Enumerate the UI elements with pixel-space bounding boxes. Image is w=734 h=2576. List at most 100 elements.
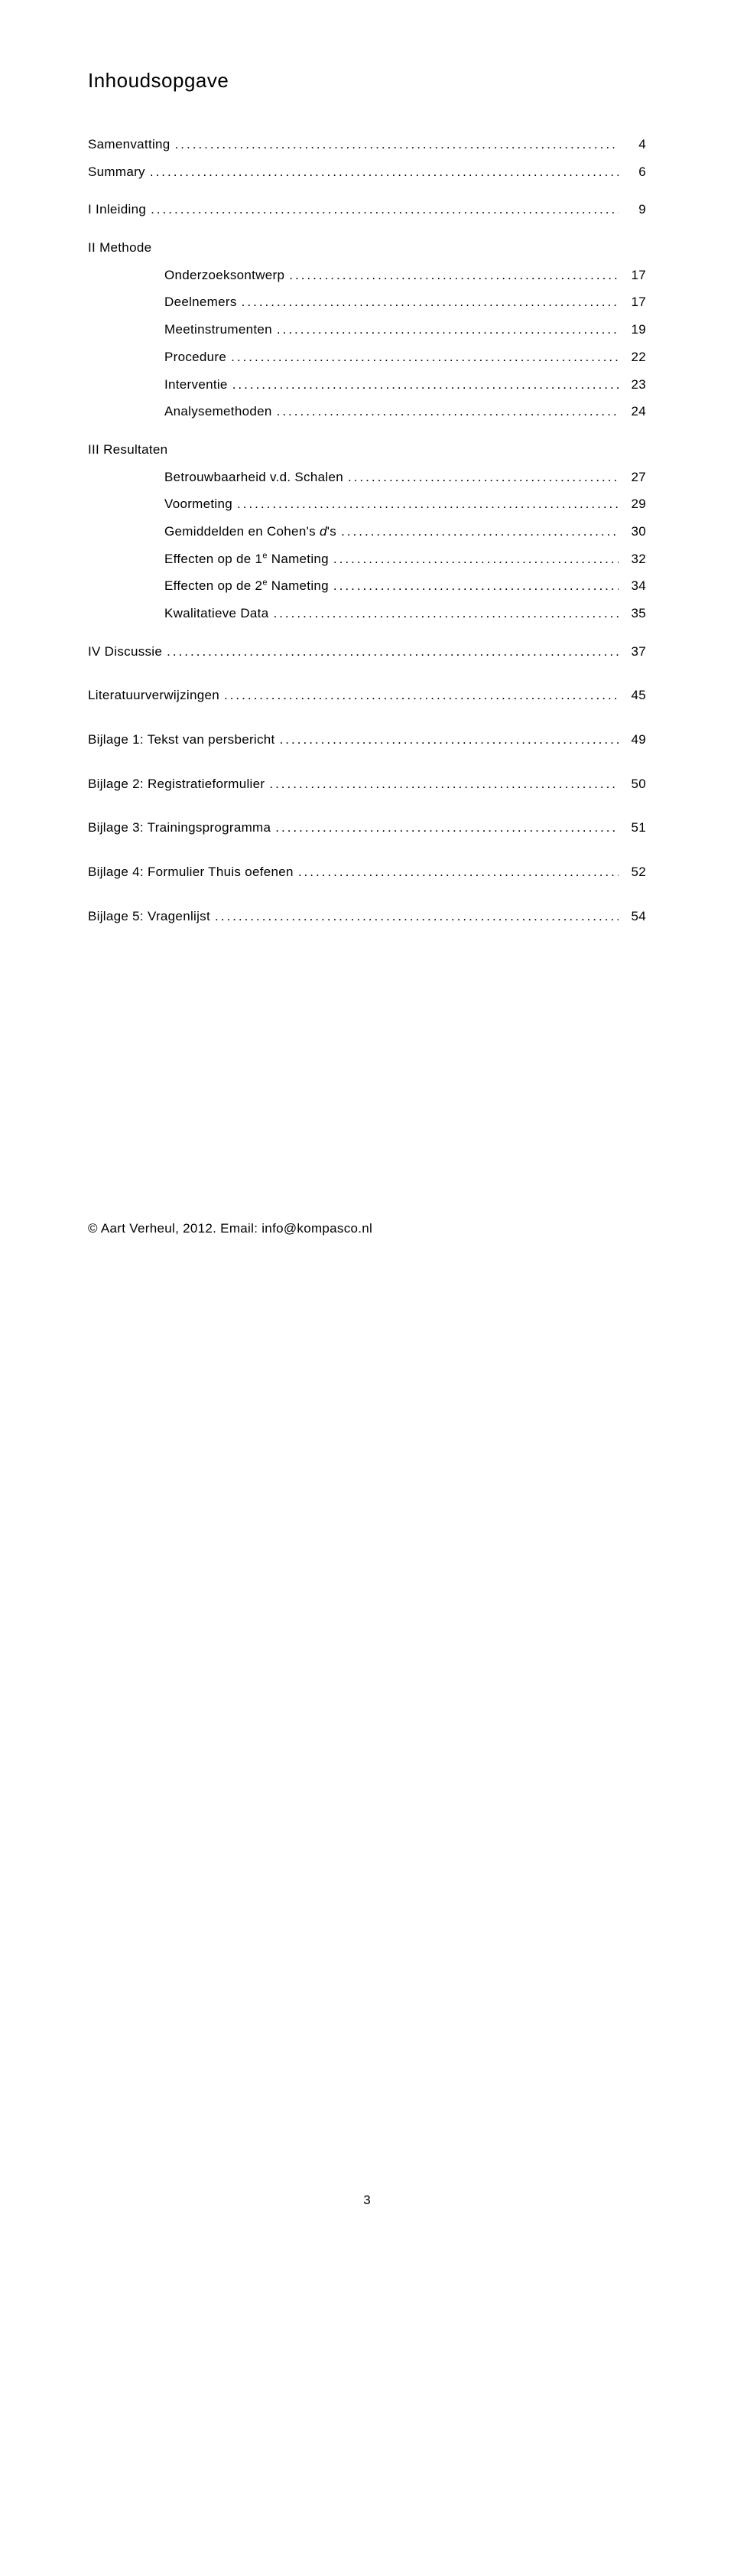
toc-page-number: 35 bbox=[623, 600, 646, 627]
toc-gap bbox=[88, 797, 646, 814]
toc-leader: ........................................… bbox=[280, 726, 619, 754]
toc-page-number: 19 bbox=[623, 316, 646, 344]
toc-row: Meetinstrumenten........................… bbox=[88, 316, 646, 344]
toc-leader: ........................................… bbox=[333, 572, 619, 600]
toc-row: Onderzoeksontwerp.......................… bbox=[88, 262, 646, 289]
toc-page-number: 37 bbox=[623, 638, 646, 666]
toc-gap bbox=[88, 842, 646, 858]
toc-label: Bijlage 1: Tekst van persbericht bbox=[88, 726, 275, 754]
toc-page-number: 24 bbox=[623, 398, 646, 425]
toc-label: Betrouwbaarheid v.d. Schalen bbox=[164, 464, 343, 491]
toc-label: Onderzoeksontwerp bbox=[164, 262, 284, 289]
toc-leader: ........................................… bbox=[298, 858, 619, 886]
toc-gap bbox=[88, 223, 646, 234]
toc-row: Bijlage 3: Trainingsprogramma...........… bbox=[88, 814, 646, 842]
toc-gap bbox=[88, 886, 646, 903]
page-title: Inhoudsopgave bbox=[88, 69, 646, 93]
toc-leader: ........................................… bbox=[277, 316, 619, 344]
toc-row: III Resultaten bbox=[88, 436, 646, 464]
toc-row: Deelnemers..............................… bbox=[88, 288, 646, 316]
toc-page-number: 49 bbox=[623, 726, 646, 754]
toc-label: Bijlage 2: Registratieformulier bbox=[88, 770, 265, 798]
toc-label: Interventie bbox=[164, 371, 228, 399]
toc-page-number: 17 bbox=[623, 288, 646, 316]
toc-page-number: 29 bbox=[623, 490, 646, 518]
toc-label: Effecten op de 1e Nameting bbox=[164, 545, 329, 573]
toc-page-number: 30 bbox=[623, 518, 646, 545]
toc-label: IV Discussie bbox=[88, 638, 162, 666]
copyright-footer: © Aart Verheul, 2012. Email: info@kompas… bbox=[88, 1221, 646, 1236]
toc-page-number: 32 bbox=[623, 545, 646, 573]
toc-row: Gemiddelden en Cohen's d's..............… bbox=[88, 518, 646, 545]
toc-row: II Methode bbox=[88, 234, 646, 262]
toc-page-number: 27 bbox=[623, 464, 646, 491]
toc-label: Summary bbox=[88, 158, 145, 186]
toc-label: I Inleiding bbox=[88, 196, 146, 223]
toc-row: Summary.................................… bbox=[88, 158, 646, 186]
toc-leader: ........................................… bbox=[232, 371, 619, 399]
toc-row: Bijlage 4: Formulier Thuis oefenen......… bbox=[88, 858, 646, 886]
toc-row: Effecten op de 2e Nameting..............… bbox=[88, 572, 646, 600]
toc-leader: ........................................… bbox=[273, 600, 619, 627]
toc-gap bbox=[88, 185, 646, 196]
toc-leader: ........................................… bbox=[167, 638, 619, 666]
toc-row: Kwalitatieve Data.......................… bbox=[88, 600, 646, 627]
toc-label: Analysemethoden bbox=[164, 398, 272, 425]
toc-gap bbox=[88, 709, 646, 726]
toc-row: Voormeting..............................… bbox=[88, 490, 646, 518]
toc-row: Bijlage 1: Tekst van persbericht........… bbox=[88, 726, 646, 754]
toc-page-number: 50 bbox=[623, 770, 646, 798]
toc-row: Interventie.............................… bbox=[88, 371, 646, 399]
toc-leader: ........................................… bbox=[242, 288, 619, 316]
toc-label: Meetinstrumenten bbox=[164, 316, 272, 344]
toc-leader: ........................................… bbox=[269, 770, 619, 798]
toc-leader: ........................................… bbox=[275, 814, 619, 842]
toc-gap bbox=[88, 425, 646, 436]
toc-label: Bijlage 4: Formulier Thuis oefenen bbox=[88, 858, 294, 886]
toc-row: Bijlage 5: Vragenlijst..................… bbox=[88, 903, 646, 930]
toc-row: Bijlage 2: Registratieformulier.........… bbox=[88, 770, 646, 798]
toc-label: Procedure bbox=[164, 344, 226, 371]
table-of-contents: Samenvatting............................… bbox=[88, 131, 646, 930]
toc-leader: ........................................… bbox=[333, 545, 619, 573]
toc-leader: ........................................… bbox=[150, 158, 619, 186]
toc-row: IV Discussie............................… bbox=[88, 638, 646, 666]
toc-row: Samenvatting............................… bbox=[88, 131, 646, 158]
toc-label: Voormeting bbox=[164, 490, 232, 518]
toc-label: Deelnemers bbox=[164, 288, 237, 316]
toc-label: Kwalitatieve Data bbox=[164, 600, 268, 627]
toc-page-number: 45 bbox=[623, 682, 646, 709]
toc-leader: ........................................… bbox=[175, 131, 619, 158]
toc-page-number: 34 bbox=[623, 572, 646, 600]
toc-label: Effecten op de 2e Nameting bbox=[164, 572, 329, 600]
toc-page-number: 51 bbox=[623, 814, 646, 842]
toc-row: Analysemethoden.........................… bbox=[88, 398, 646, 425]
toc-page-number: 6 bbox=[623, 158, 646, 186]
toc-leader: ........................................… bbox=[215, 903, 619, 930]
toc-gap bbox=[88, 627, 646, 638]
toc-page-number: 54 bbox=[623, 903, 646, 930]
page-number: 3 bbox=[88, 2193, 646, 2208]
toc-row: Literatuurverwijzingen..................… bbox=[88, 682, 646, 709]
toc-row: Effecten op de 1e Nameting..............… bbox=[88, 545, 646, 573]
toc-leader: ........................................… bbox=[277, 398, 619, 425]
toc-page-number: 23 bbox=[623, 371, 646, 399]
toc-page-number: 17 bbox=[623, 262, 646, 289]
toc-label: Samenvatting bbox=[88, 131, 171, 158]
toc-leader: ........................................… bbox=[289, 262, 619, 289]
toc-page-number: 4 bbox=[623, 131, 646, 158]
toc-label: III Resultaten bbox=[88, 436, 167, 464]
toc-label: Bijlage 3: Trainingsprogramma bbox=[88, 814, 271, 842]
toc-row: Procedure...............................… bbox=[88, 344, 646, 371]
toc-gap bbox=[88, 754, 646, 770]
toc-leader: ........................................… bbox=[231, 344, 619, 371]
toc-row: I Inleiding.............................… bbox=[88, 196, 646, 223]
toc-leader: ........................................… bbox=[237, 490, 619, 518]
toc-leader: ........................................… bbox=[348, 464, 619, 491]
toc-label: Literatuurverwijzingen bbox=[88, 682, 219, 709]
toc-row: Betrouwbaarheid v.d. Schalen............… bbox=[88, 464, 646, 491]
toc-leader: ........................................… bbox=[341, 518, 619, 545]
toc-leader: ........................................… bbox=[151, 196, 619, 223]
toc-label: II Methode bbox=[88, 234, 151, 262]
toc-leader: ........................................… bbox=[224, 682, 619, 709]
